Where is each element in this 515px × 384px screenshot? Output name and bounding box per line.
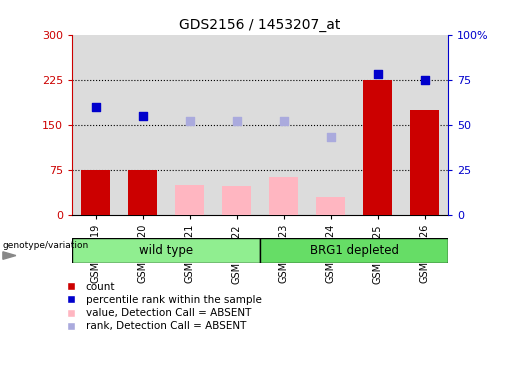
Bar (176, 185, 204, 215)
Bar (316, 197, 345, 215)
Bar (364, 80, 391, 215)
Point (280, 118, 288, 124)
Bar (260, 238, 448, 263)
Bar (410, 110, 439, 215)
Point (420, 77, 428, 83)
Bar (129, 170, 157, 215)
Point (139, 113, 147, 119)
Bar (269, 177, 298, 215)
Point (373, 71, 382, 77)
Legend: count, percentile rank within the sample, value, Detection Call = ABSENT, rank, : count, percentile rank within the sample… (57, 278, 266, 336)
Bar (72, 238, 260, 263)
Title: GDS2156 / 1453207_at: GDS2156 / 1453207_at (179, 18, 341, 32)
Point (327, 134, 335, 141)
Point (92, 104, 100, 110)
Point (232, 118, 241, 124)
Point (185, 118, 194, 124)
Text: BRG1 depleted: BRG1 depleted (310, 244, 399, 257)
Text: wild type: wild type (139, 244, 193, 257)
Bar (222, 186, 251, 215)
Bar (81, 170, 110, 215)
Text: genotype/variation: genotype/variation (3, 240, 89, 250)
Polygon shape (3, 252, 16, 259)
